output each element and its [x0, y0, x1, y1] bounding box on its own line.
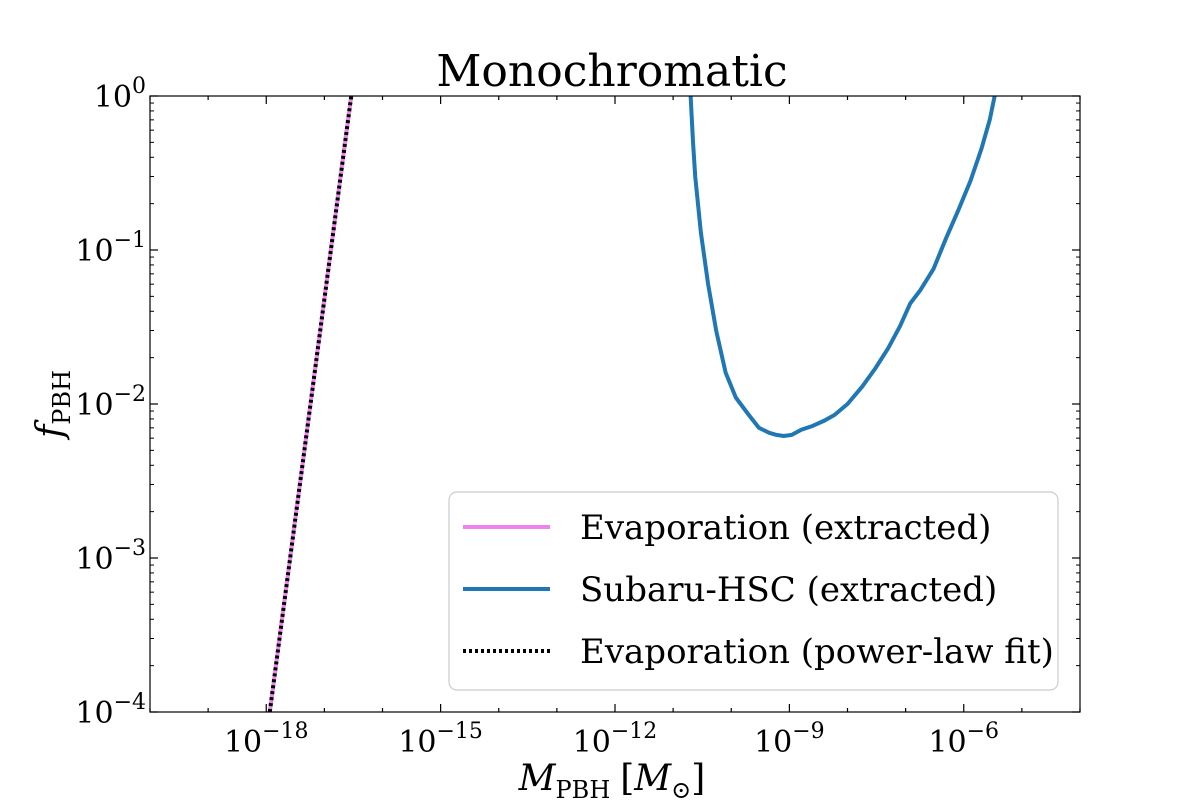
y-tick-label: 10−4 [75, 690, 146, 731]
x-axis-label-unit-main: M [633, 758, 672, 799]
legend-label-1: Evaporation (extracted) [580, 508, 991, 548]
y-tick-label: 100 [94, 74, 146, 115]
x-axis-label-main: M [518, 758, 557, 799]
y-tick-label: 10−2 [75, 382, 146, 423]
y-tick-label: 10−1 [75, 228, 146, 269]
y-axis-label: fPBH [30, 370, 76, 441]
x-axis-ticks: 10−18 10−15 10−12 10−9 10−6 [149, 96, 1081, 760]
y-axis-label-sub: PBH [48, 370, 76, 425]
y-axis-ticks: 100 10−1 10−2 10−3 10−4 [75, 74, 1080, 731]
plot-lines [267, 96, 997, 712]
legend-box [448, 491, 1059, 691]
legend-label-2: Subaru-HSC (extracted) [580, 570, 997, 610]
x-tick-label: 10−18 [224, 719, 309, 760]
chart-title: Monochromatic [436, 46, 787, 97]
x-tick-label: 10−9 [754, 719, 825, 760]
legend-label-3: Evaporation (power-law fit) [580, 632, 1054, 672]
series-line-2 [688, 96, 997, 438]
series-line-3 [267, 96, 354, 712]
legend: Evaporation (extracted) Subaru-HSC (extra… [448, 491, 1059, 691]
x-axis-label: MPBH [M⊙] [518, 758, 706, 800]
x-tick-label: 10−15 [398, 719, 483, 760]
x-tick-label: 10−12 [573, 719, 658, 760]
x-axis-label-sub: PBH [556, 776, 611, 800]
y-tick-label: 10−3 [75, 536, 146, 577]
x-axis-label-unit-close: ] [691, 758, 705, 799]
x-tick-label: 10−6 [928, 719, 999, 760]
x-axis-label-unit-sub: ⊙ [671, 776, 691, 800]
x-axis-label-unit-open: [ [620, 758, 634, 799]
